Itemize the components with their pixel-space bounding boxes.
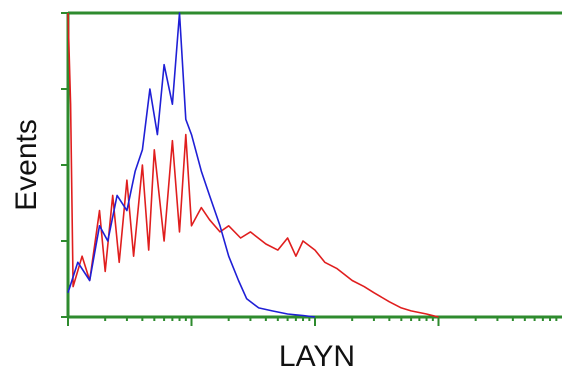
series-line-0 [67,12,316,318]
x-axis-ticks [67,317,558,326]
series-layer [67,12,439,318]
series-line-1 [67,12,439,318]
x-axis-title: LAYN [279,340,355,373]
y-axis-ticks [61,12,68,318]
y-axis-title: Events [10,119,43,211]
